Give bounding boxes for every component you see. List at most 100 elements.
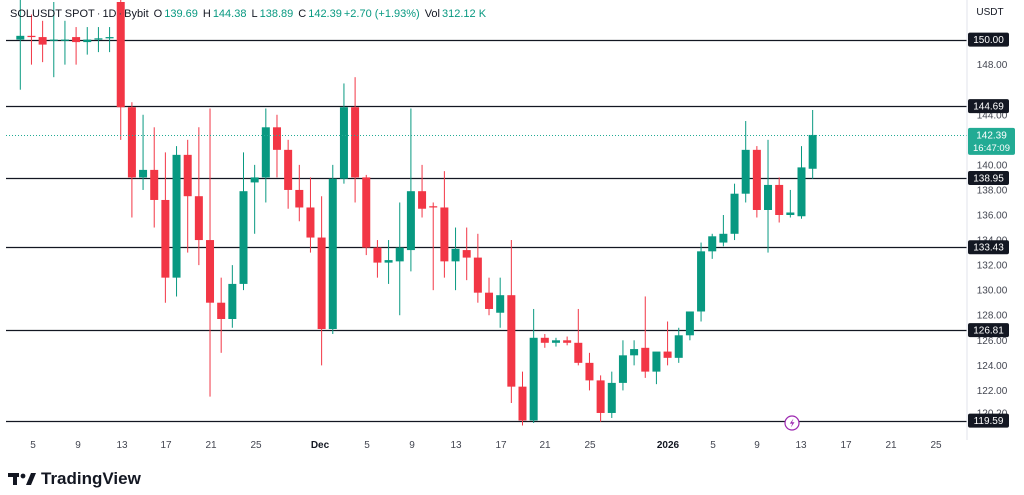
time-tick-label: 25 xyxy=(930,440,942,451)
tradingview-logo-text: TradingView xyxy=(41,469,141,488)
candle-body xyxy=(485,292,494,309)
candle xyxy=(563,336,572,346)
candle-body xyxy=(384,260,393,263)
candle xyxy=(328,164,337,335)
candle-body xyxy=(440,207,449,262)
candle-body xyxy=(27,35,36,38)
candles-layer xyxy=(16,0,817,426)
candle xyxy=(272,114,281,178)
last-price-tag xyxy=(968,127,1015,155)
candle xyxy=(585,352,594,391)
candle-body xyxy=(462,250,471,258)
candle xyxy=(161,152,170,303)
level-price-label: 150.00 xyxy=(973,35,1004,46)
candle-body xyxy=(116,2,125,108)
candle-body xyxy=(16,35,25,40)
candle-body xyxy=(362,177,371,248)
candle xyxy=(641,296,650,378)
candle xyxy=(730,183,739,241)
price-tick-label: 126.00 xyxy=(977,336,1008,347)
time-tick-label: 5 xyxy=(710,440,716,451)
candle-body xyxy=(596,380,605,413)
level-price-tag xyxy=(968,413,1009,428)
level-price-tag xyxy=(968,32,1009,47)
price-tick-label: 144.00 xyxy=(977,110,1008,121)
candle-body xyxy=(49,39,58,41)
candle-body xyxy=(674,335,683,358)
candle xyxy=(485,277,494,316)
candle-body xyxy=(328,178,337,330)
candle-body xyxy=(239,191,248,284)
low-label: L xyxy=(251,8,258,20)
candle-body xyxy=(775,184,784,215)
bar-countdown-label: 16:47:09 xyxy=(973,143,1010,154)
candle xyxy=(451,227,460,291)
candle xyxy=(786,189,795,218)
candle-body xyxy=(272,127,281,150)
candle-body xyxy=(217,302,226,319)
candle xyxy=(507,240,516,403)
time-tick-label: 5 xyxy=(30,440,36,451)
currency-button[interactable]: USDT xyxy=(976,7,1004,18)
candle-body xyxy=(105,37,114,39)
candle-body xyxy=(250,177,259,183)
candle xyxy=(462,227,471,281)
candle xyxy=(752,146,761,218)
candle xyxy=(652,351,661,385)
change-value: +2.70 (+1.93%) xyxy=(343,8,420,20)
candle xyxy=(127,102,136,218)
price-tick-label: 140.00 xyxy=(977,160,1008,171)
candle xyxy=(239,152,248,291)
candle xyxy=(618,340,627,391)
candle xyxy=(228,265,237,328)
candle xyxy=(607,371,616,418)
candle-body xyxy=(94,38,103,40)
time-tick-label: 2026 xyxy=(657,440,680,451)
time-tick-label: 5 xyxy=(364,440,370,451)
level-price-label: 126.81 xyxy=(973,326,1004,337)
candle-body xyxy=(518,386,527,421)
level-price-label: 133.43 xyxy=(973,243,1004,254)
candle-body xyxy=(60,39,69,41)
candle-body xyxy=(563,340,572,343)
candle-body xyxy=(697,251,706,312)
candle-body xyxy=(418,191,427,209)
candle-body xyxy=(808,134,817,169)
candle xyxy=(741,121,750,203)
time-axis[interactable]: 5 9 13 17 21 25 Dec 5 9 13 17 21 25 2026 5 9 13 17 21 25 xyxy=(30,440,942,451)
candle xyxy=(697,242,706,322)
candle xyxy=(808,110,817,179)
lightning-icon-bolt xyxy=(789,418,795,428)
candle xyxy=(150,127,159,228)
close-label: C xyxy=(298,8,307,20)
price-tick-label: 122.00 xyxy=(977,386,1008,397)
candle-body xyxy=(529,337,538,421)
price-tick-label: 130.00 xyxy=(977,286,1008,297)
candle-body xyxy=(206,240,215,303)
level-price-tag xyxy=(968,323,1009,338)
high-label: H xyxy=(202,8,211,20)
last-price-label: 142.39 xyxy=(976,130,1007,141)
candle-body xyxy=(306,207,315,238)
time-tick-label: 13 xyxy=(795,440,807,451)
symbol-legend[interactable]: SOLUSDT SPOT · 1D · Bybit O 139.69 H 144.3… xyxy=(10,6,486,22)
interval-label[interactable]: 1D xyxy=(102,8,117,20)
candle xyxy=(49,2,58,78)
level-price-tag xyxy=(968,171,1009,186)
event-marker-layer xyxy=(784,415,800,431)
symbol-name[interactable]: SOLUSDT SPOT xyxy=(10,8,95,20)
price-tick-label: 128.00 xyxy=(977,311,1008,322)
candle xyxy=(16,0,25,90)
candle-body xyxy=(194,196,203,241)
lightning-icon xyxy=(784,415,800,431)
candle xyxy=(83,27,92,55)
horizontal-levels-layer xyxy=(6,39,967,423)
candle xyxy=(496,277,505,328)
candle xyxy=(429,202,438,291)
time-tick-label: 9 xyxy=(75,440,81,451)
price-axis[interactable]: 148.00144.00140.00138.00136.00134.00132.… xyxy=(966,0,1015,440)
tradingview-logo[interactable]: TradingView xyxy=(8,468,141,490)
candle-body xyxy=(641,347,650,372)
